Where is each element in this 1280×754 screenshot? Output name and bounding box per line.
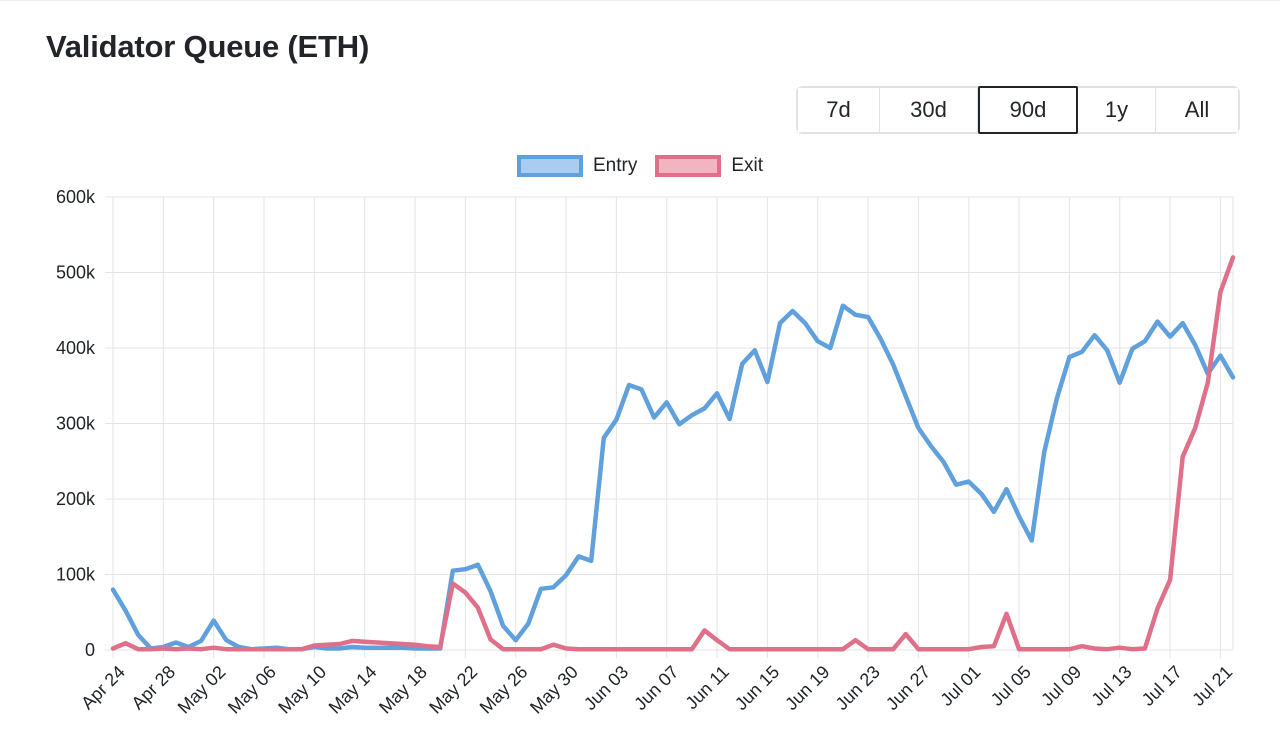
range-button-90d[interactable]: 90d [978,86,1078,134]
x-tick-label: Jul 21 [1188,662,1236,710]
x-tick-label: May 22 [425,662,481,718]
y-tick-label: 300k [56,414,96,434]
x-tick-label: Jul 09 [1037,662,1085,710]
x-tick-label: May 26 [476,662,532,718]
exit-series-line[interactable] [110,255,1236,652]
grid-lines [105,196,1234,658]
x-tick-label: May 14 [325,662,381,718]
y-tick-label: 100k [56,565,96,585]
x-tick-label: May 18 [375,662,431,718]
x-tick-label: Jul 05 [987,662,1035,710]
range-button-7d[interactable]: 7d [798,88,880,132]
x-tick-label: Apr 24 [77,662,129,714]
y-tick-label: 400k [56,338,96,358]
x-tick-label: Apr 28 [128,662,180,714]
x-tick-label: May 10 [274,662,330,718]
x-tick-label: Jul 13 [1088,662,1136,710]
legend-swatch-exit [655,155,722,177]
x-tick-label: Jul 01 [936,662,984,710]
y-tick-label: 500k [56,263,96,283]
legend-label-entry: Entry [592,155,638,176]
x-tick-label: Jun 19 [781,662,833,714]
x-tick-label: Jun 11 [682,662,733,713]
x-tick-label: May 30 [526,662,582,718]
legend-item-entry[interactable]: Entry [516,155,638,177]
legend-item-exit[interactable]: Exit [655,155,763,177]
x-tick-label: May 06 [224,662,280,718]
chart-legend: Entry Exit [0,155,1280,177]
x-tick-label: Jun 15 [731,662,783,714]
y-tick-label: 200k [56,489,96,509]
x-tick-label: Jun 07 [630,662,682,714]
time-range-selector: 7d 30d 90d 1y All [796,86,1240,134]
x-tick-label: May 02 [174,662,230,718]
x-tick-label: Jul 17 [1138,662,1186,710]
range-button-30d[interactable]: 30d [880,88,978,132]
page-title: Validator Queue (ETH) [46,29,370,64]
x-tick-label: Jun 27 [882,662,934,714]
series-lines [110,255,1236,652]
range-button-1y[interactable]: 1y [1078,88,1156,132]
legend-swatch-entry [516,155,583,177]
entry-series-line[interactable] [110,303,1236,652]
y-tick-label: 600k [56,187,96,207]
x-tick-label: Jun 23 [832,662,884,714]
x-tick-label: Jun 03 [580,662,632,714]
legend-label-exit: Exit [731,155,764,176]
y-tick-label: 0 [85,640,95,660]
range-button-all[interactable]: All [1156,88,1238,132]
